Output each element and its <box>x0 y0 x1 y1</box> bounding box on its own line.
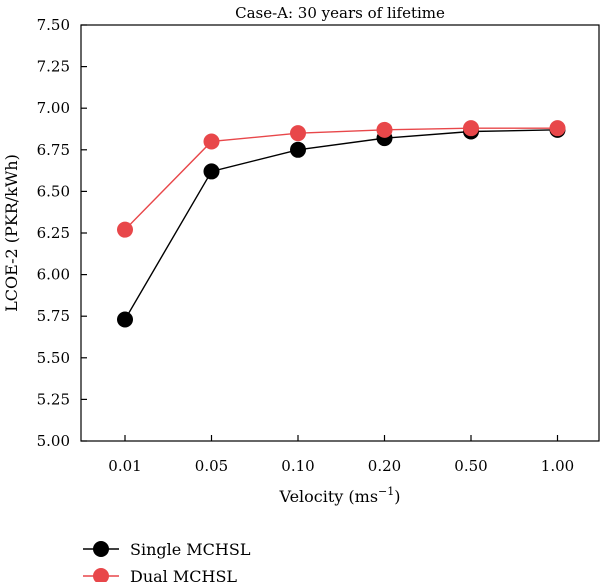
y-axis-title: LCOE-2 (PKR/kWh) <box>2 154 21 312</box>
x-tick-label: 0.01 <box>108 457 141 475</box>
legend-marker <box>93 541 109 557</box>
x-tick-label: 0.20 <box>368 457 401 475</box>
data-point-single-mchsl <box>290 141 306 158</box>
data-point-dual-mchsl <box>463 120 479 137</box>
series-line-dual-mchsl <box>124 127 558 231</box>
y-tick-label: 6.00 <box>37 266 70 284</box>
plot-area-frame <box>80 24 600 442</box>
y-tick-label: 6.25 <box>37 224 70 242</box>
y-tick-label: 5.00 <box>37 432 70 450</box>
y-tick-label: 7.00 <box>37 99 70 117</box>
y-tick-label: 6.75 <box>37 141 70 159</box>
y-tick-label: 5.25 <box>37 390 70 408</box>
legend-marker <box>93 568 109 582</box>
y-axis-ticks: 5.00 5.25 5.50 5.75 6.00 6.25 6.50 6.75 7.00 7.25… <box>37 16 87 450</box>
series-group <box>117 120 566 328</box>
x-axis-title-sup: −1 <box>378 485 394 498</box>
data-point-dual-mchsl <box>290 125 306 142</box>
y-tick-label: 7.25 <box>37 58 70 76</box>
data-point-single-mchsl <box>203 163 220 180</box>
chart-title: Case-A: 30 years of lifetime <box>235 4 445 22</box>
x-axis-title-main: Velocity (ms <box>278 487 378 506</box>
data-point-dual-mchsl <box>203 133 220 150</box>
y-tick-label: 6.50 <box>37 182 70 200</box>
x-tick-label: 1.00 <box>541 457 574 475</box>
x-tick-label: 0.05 <box>195 457 228 475</box>
data-point-dual-mchsl <box>549 120 566 137</box>
legend: Single MCHSL Dual MCHSL <box>83 540 251 582</box>
data-point-dual-mchsl <box>376 121 393 138</box>
series-line-single-mchsl <box>124 129 558 320</box>
x-axis-title-end: ) <box>394 487 400 506</box>
y-tick-label: 7.50 <box>37 16 70 34</box>
data-point-single-mchsl <box>117 311 133 328</box>
legend-label: Single MCHSL <box>130 540 251 559</box>
y-tick-label: 5.50 <box>37 349 70 367</box>
x-tick-label: 0.50 <box>454 457 487 475</box>
y-tick-label: 5.75 <box>37 307 70 325</box>
data-point-dual-mchsl <box>117 221 133 238</box>
x-tick-label: 0.10 <box>281 457 314 475</box>
legend-label: Dual MCHSL <box>130 567 237 582</box>
x-axis-title: Velocity (ms−1) <box>278 485 400 506</box>
x-axis-ticks: 0.01 0.05 0.10 0.20 0.50 1.00 <box>108 435 574 475</box>
